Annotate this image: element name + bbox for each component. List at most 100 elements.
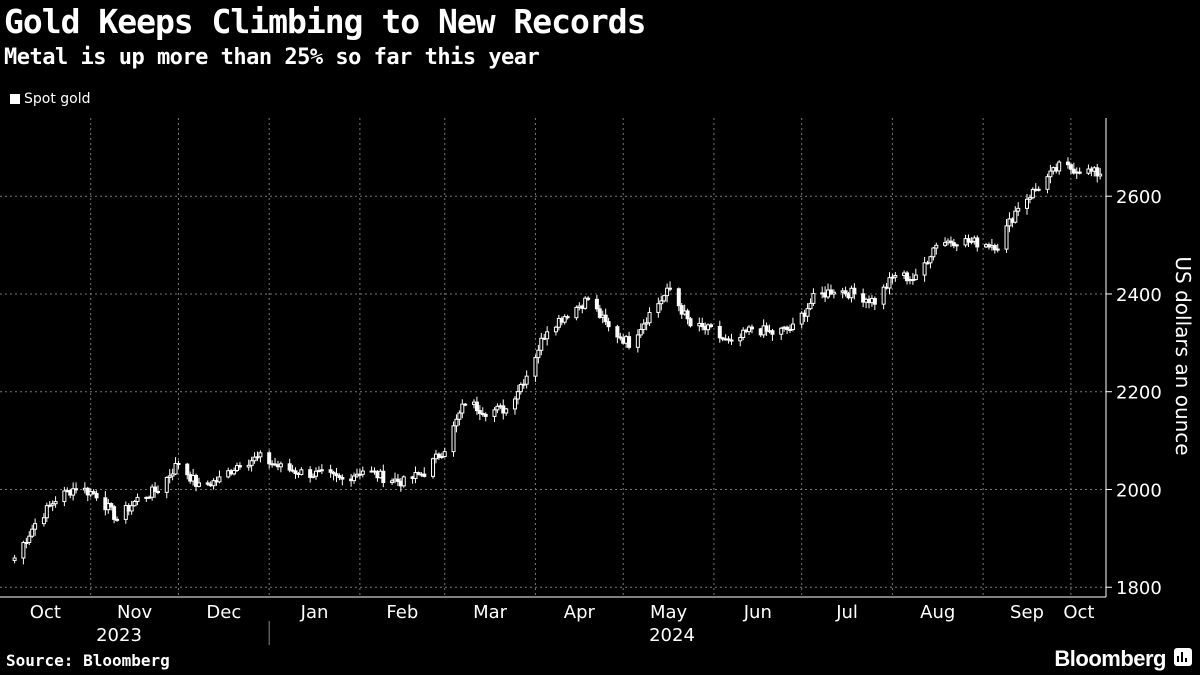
candle-body (799, 312, 804, 325)
candle-body (536, 349, 541, 359)
candle-body (328, 469, 333, 473)
candle-body (308, 469, 313, 478)
candle-body (164, 476, 169, 493)
candle-body (457, 412, 462, 420)
candle-body (659, 300, 664, 305)
candle-body (524, 375, 529, 385)
candle-body (12, 557, 17, 561)
candle-body (890, 276, 895, 279)
x-month-label: May (650, 602, 688, 623)
candle-body (747, 326, 752, 333)
candle-body (395, 478, 400, 482)
candle-body (217, 476, 222, 483)
candle-body (255, 456, 260, 459)
x-year-label: 2023 (96, 625, 142, 646)
candle-body (334, 473, 339, 477)
candle-body (881, 286, 886, 305)
candle-body (843, 290, 848, 295)
candle-body (861, 293, 866, 303)
candle-body (153, 486, 158, 492)
candle-body (1065, 161, 1070, 166)
candle-body (252, 456, 257, 462)
candle-body (515, 391, 520, 400)
candle-body (1013, 210, 1018, 223)
candle-body (565, 316, 570, 319)
candle-body (463, 403, 468, 406)
candle-body (211, 480, 216, 487)
candle-body (641, 323, 646, 330)
candle-body (299, 469, 304, 475)
candle-body (194, 474, 199, 487)
candle-body (808, 302, 813, 310)
candle-body (267, 452, 272, 465)
y-tick-label: 1800 (1116, 578, 1162, 599)
candle-body (196, 482, 201, 487)
candle-body (454, 418, 459, 427)
candle-body (337, 475, 342, 478)
y-tick-label: 2200 (1116, 383, 1162, 404)
candle-body (893, 275, 898, 278)
chart-title: Gold Keeps Climbing to New Records (4, 2, 647, 41)
candle-body (293, 470, 298, 475)
candle-body (922, 262, 927, 276)
candle-body (709, 324, 713, 327)
x-month-label: Oct (30, 602, 61, 623)
candle-body (951, 242, 956, 247)
candle-body (135, 496, 140, 502)
candle-body (948, 240, 953, 244)
candle-body (688, 318, 693, 327)
candle-body (1068, 164, 1073, 170)
candle-body (635, 334, 640, 348)
candle-body (74, 488, 79, 491)
candle-body (422, 473, 427, 477)
candle-body (381, 470, 386, 484)
candle-body (156, 490, 160, 493)
candle-body (913, 274, 918, 280)
candle-body (167, 475, 172, 478)
candle-body (533, 357, 538, 377)
candle-body (474, 401, 479, 412)
candle-body (483, 413, 488, 417)
candle-body (518, 384, 523, 393)
candle-body (173, 462, 178, 475)
candle-body (492, 409, 497, 417)
candle-body (115, 518, 120, 521)
candle-body (451, 425, 456, 453)
candle-body (597, 308, 602, 318)
x-month-label: Mar (473, 602, 508, 623)
candle-body (27, 535, 32, 543)
candle-body (992, 245, 997, 251)
candle-body (586, 297, 591, 300)
candle-body (360, 470, 365, 475)
candle-body (33, 523, 38, 530)
candle-body (770, 330, 775, 335)
candle-body (246, 464, 251, 468)
candle-body (943, 242, 948, 246)
y-tick-label: 2000 (1116, 480, 1162, 501)
candle-body (1030, 189, 1035, 199)
candle-body (1004, 225, 1009, 250)
candle-body (553, 326, 558, 333)
candle-body (925, 262, 930, 265)
brand-logo: Bloomberg (1054, 646, 1166, 671)
candle-body (109, 503, 114, 508)
candle-body (352, 475, 357, 482)
candle-body (287, 463, 292, 471)
candle-body (779, 327, 784, 335)
candle-body (235, 465, 239, 471)
candle-body (638, 328, 643, 336)
candle-body (644, 322, 649, 325)
x-month-label: Oct (1063, 602, 1094, 623)
candle-body (53, 501, 58, 505)
candle-body (1025, 198, 1029, 209)
candle-body (1048, 170, 1053, 178)
candle-body (170, 473, 175, 477)
x-month-label: Nov (117, 602, 152, 623)
candle-body (442, 451, 447, 458)
candle-body (539, 337, 544, 351)
x-month-label: Dec (206, 602, 241, 623)
candle-body (662, 295, 667, 302)
candle-body (401, 476, 406, 487)
candle-body (785, 326, 790, 331)
x-month-label: Feb (386, 602, 418, 623)
